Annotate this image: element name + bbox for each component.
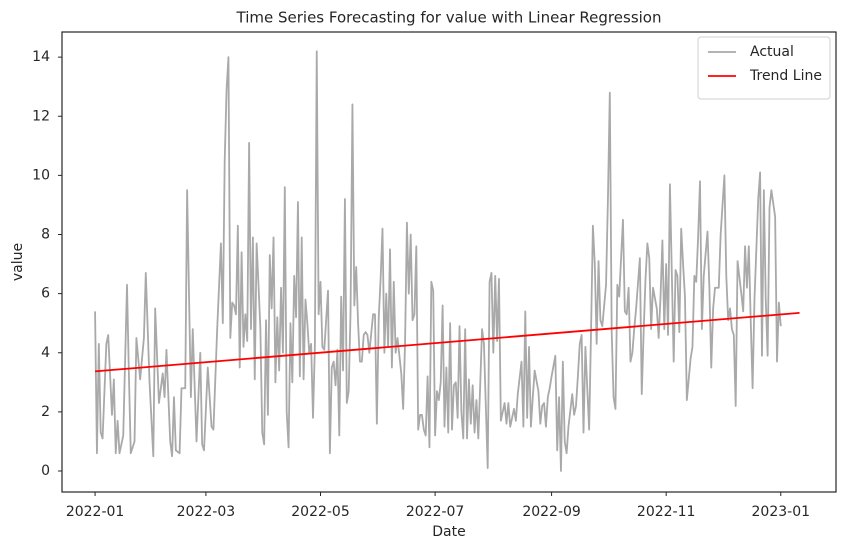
x-tick-label: 2023-01 bbox=[752, 504, 811, 520]
x-tick-label: 2022-07 bbox=[406, 504, 465, 520]
x-tick-label: 2022-01 bbox=[66, 504, 125, 520]
y-tick-label: 6 bbox=[41, 286, 50, 302]
plot-frame bbox=[61, 31, 837, 493]
legend: Actual Trend Line bbox=[697, 36, 831, 100]
y-tick-label: 2 bbox=[41, 404, 50, 420]
y-tick-label: 4 bbox=[41, 345, 50, 361]
x-tick-label: 2022-11 bbox=[637, 504, 696, 520]
x-tick-label: 2022-09 bbox=[522, 504, 581, 520]
x-tick-label: 2022-03 bbox=[177, 504, 236, 520]
y-tick-label: 12 bbox=[32, 108, 50, 124]
y-tick-label: 8 bbox=[41, 227, 50, 243]
y-tick-label: 10 bbox=[32, 167, 50, 183]
series-line bbox=[94, 311, 800, 373]
y-axis-label: value bbox=[10, 243, 26, 281]
x-axis-label: Date bbox=[432, 524, 465, 540]
legend-label: Trend Line bbox=[749, 68, 822, 84]
y-tick-label: 14 bbox=[32, 49, 50, 65]
chart-title: Time Series Forecasting for value with L… bbox=[236, 9, 662, 27]
legend-label: Actual bbox=[750, 44, 794, 60]
x-tick-label: 2022-05 bbox=[291, 504, 350, 520]
y-tick-label: 0 bbox=[41, 463, 50, 479]
series-line bbox=[94, 50, 782, 472]
